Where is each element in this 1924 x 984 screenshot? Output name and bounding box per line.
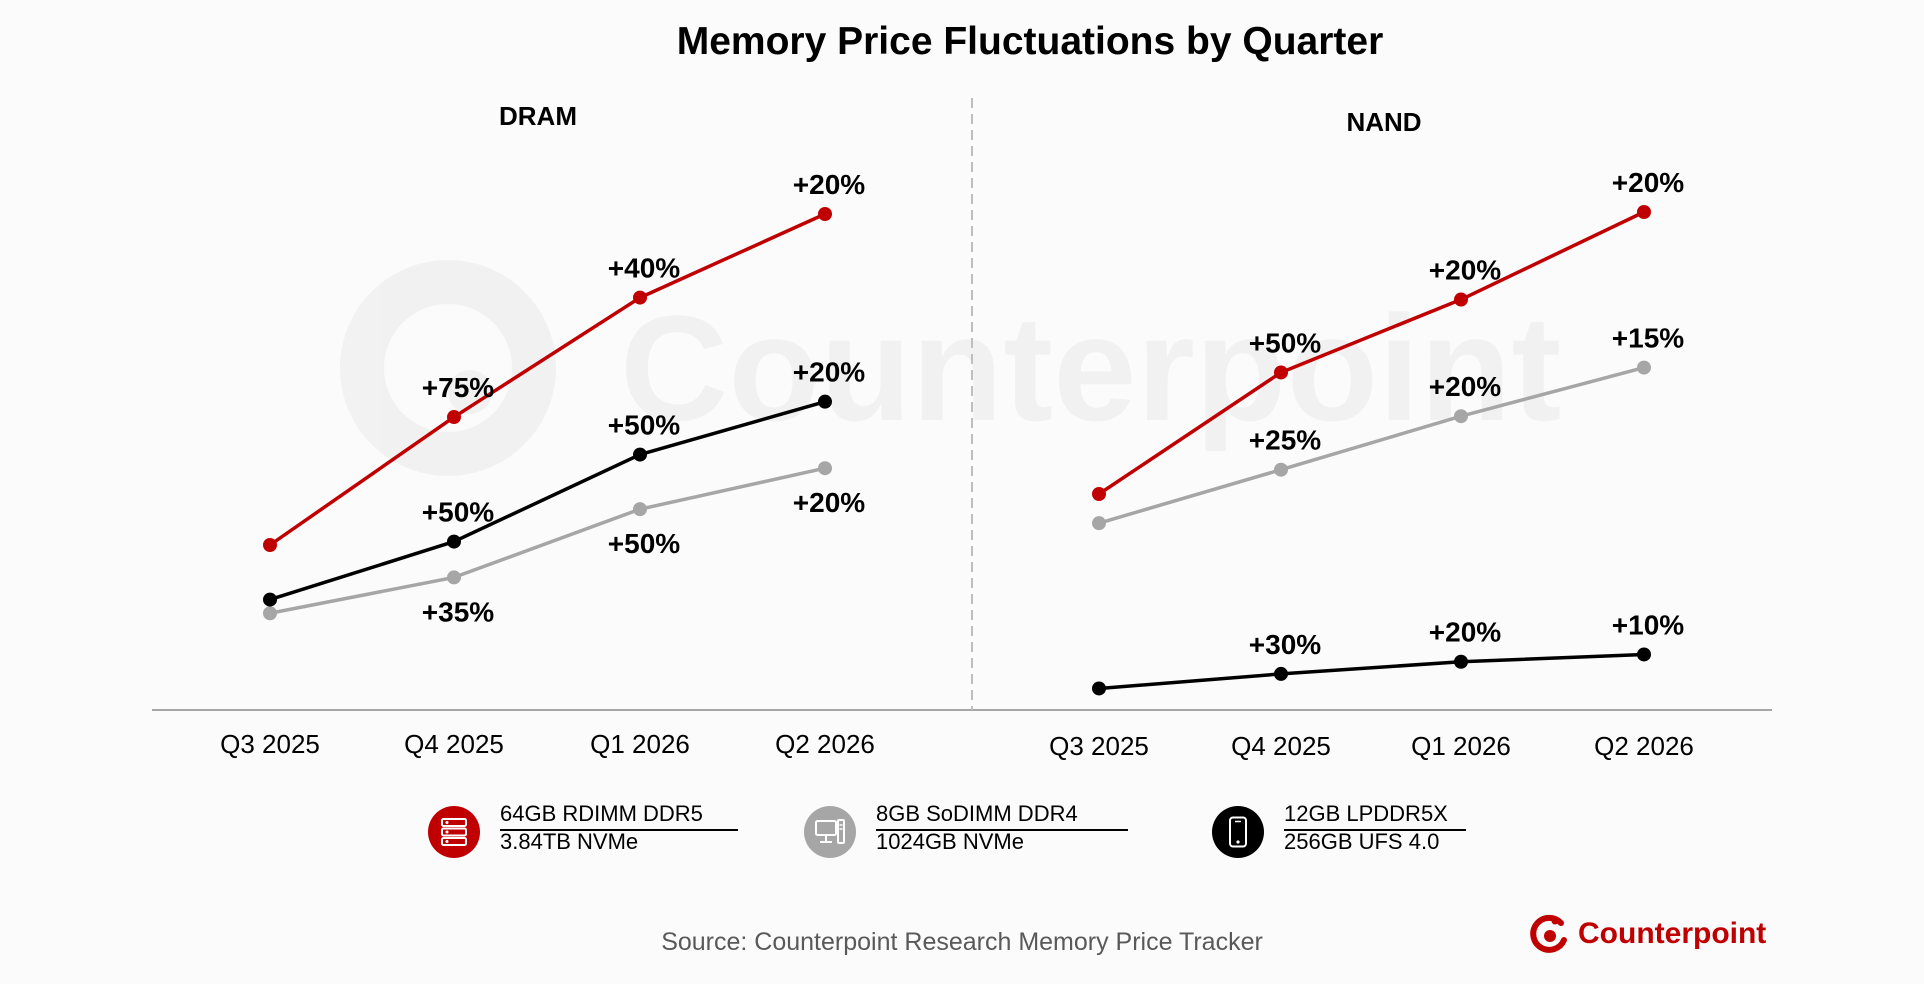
data-label: +50% bbox=[608, 528, 680, 559]
data-point bbox=[1092, 681, 1106, 696]
watermark-logo-icon bbox=[340, 260, 556, 476]
series-line-black bbox=[269, 399, 826, 602]
data-label: +35% bbox=[422, 596, 494, 627]
data-label: +50% bbox=[1249, 327, 1321, 358]
data-label: +50% bbox=[608, 410, 680, 441]
data-label: +50% bbox=[422, 497, 494, 528]
data-point bbox=[1454, 654, 1468, 669]
data-label: +30% bbox=[1249, 629, 1321, 660]
data-point bbox=[818, 394, 832, 409]
legend-label-nand: 3.84TB NVMe bbox=[500, 829, 639, 854]
panel-title: NAND bbox=[1346, 107, 1421, 137]
data-label: +15% bbox=[1612, 323, 1684, 354]
panel-dram: DRAM Q3 2025 Q4 2025 Q1 2026 Q2 2026 +75% +40%… bbox=[220, 101, 875, 759]
data-point bbox=[263, 538, 277, 552]
data-point bbox=[1092, 487, 1106, 501]
desktop-icon bbox=[804, 806, 856, 858]
x-tick-label: Q3 2025 bbox=[1049, 731, 1149, 761]
data-point bbox=[1637, 205, 1651, 219]
legend-divider bbox=[500, 829, 738, 831]
data-point bbox=[447, 570, 461, 585]
series-line-gray bbox=[269, 466, 826, 615]
legend-label-dram: 12GB LPDDR5X bbox=[1284, 801, 1448, 826]
data-label: +20% bbox=[1429, 617, 1501, 648]
x-tick-label: Q3 2025 bbox=[220, 729, 320, 759]
data-label: +20% bbox=[1429, 371, 1501, 402]
legend-label-nand: 256GB UFS 4.0 bbox=[1284, 829, 1440, 854]
smartphone-icon bbox=[1212, 806, 1264, 858]
data-label: +20% bbox=[793, 169, 865, 200]
x-tick-label: Q4 2025 bbox=[1231, 731, 1331, 761]
data-point bbox=[1454, 292, 1468, 307]
x-tick-label: Q2 2026 bbox=[775, 729, 875, 759]
data-point bbox=[1454, 409, 1468, 424]
series-line-red bbox=[1098, 210, 1645, 496]
x-tick-label: Q1 2026 bbox=[1411, 731, 1511, 761]
data-label: +10% bbox=[1612, 609, 1684, 640]
legend-divider bbox=[1284, 829, 1466, 831]
data-point bbox=[263, 592, 277, 607]
legend-divider bbox=[876, 829, 1128, 831]
data-label: +20% bbox=[1612, 167, 1684, 198]
x-tick-label: Q1 2026 bbox=[590, 729, 690, 759]
data-point bbox=[447, 534, 461, 549]
data-point bbox=[1637, 647, 1651, 662]
data-point bbox=[1274, 365, 1288, 380]
data-point bbox=[818, 207, 832, 221]
data-point bbox=[1274, 666, 1288, 681]
series-line-red bbox=[269, 212, 826, 547]
data-point bbox=[1637, 360, 1651, 375]
data-point bbox=[633, 502, 647, 517]
panel-title: DRAM bbox=[499, 101, 577, 131]
data-point bbox=[1092, 516, 1106, 531]
data-point bbox=[1274, 462, 1288, 477]
watermark: Counterpoint bbox=[340, 260, 1561, 476]
data-point bbox=[447, 410, 461, 425]
x-tick-label: Q4 2025 bbox=[404, 729, 504, 759]
legend-label-dram: 64GB RDIMM DDR5 bbox=[500, 801, 703, 826]
data-label: +20% bbox=[1429, 255, 1501, 286]
chart-title: Memory Price Fluctuations by Quarter bbox=[677, 20, 1384, 63]
legend-label-nand: 1024GB NVMe bbox=[876, 829, 1024, 854]
x-tick-label: Q2 2026 bbox=[1594, 731, 1694, 761]
data-label: +75% bbox=[422, 372, 494, 403]
data-label: +20% bbox=[793, 487, 865, 518]
brand-name: Counterpoint bbox=[1578, 917, 1767, 950]
chart-panels: DRAM Q3 2025 Q4 2025 Q1 2026 Q2 2026 +75% +40%… bbox=[220, 101, 1694, 761]
watermark-text: Counterpoint bbox=[620, 284, 1561, 452]
data-point bbox=[633, 290, 647, 305]
data-label: +25% bbox=[1249, 425, 1321, 456]
legend-label-dram: 8GB SoDIMM DDR4 bbox=[876, 801, 1078, 826]
series-line-gray bbox=[1098, 365, 1645, 525]
data-point bbox=[818, 461, 832, 476]
counterpoint-logo-icon bbox=[1530, 914, 1567, 953]
brand-logo: Counterpoint bbox=[1528, 910, 1766, 958]
data-point bbox=[633, 447, 647, 462]
source-note: Source: Counterpoint Research Memory Pri… bbox=[661, 928, 1263, 956]
panel-nand: NAND Q3 2025 Q4 2025 Q1 2026 Q2 2026 +50% +20%… bbox=[1049, 107, 1694, 761]
data-point bbox=[263, 606, 277, 621]
series-line-black bbox=[1098, 652, 1645, 691]
server-icon bbox=[428, 806, 480, 858]
data-label: +20% bbox=[793, 357, 865, 388]
data-label: +40% bbox=[608, 253, 680, 284]
watermark-logo-dot bbox=[448, 370, 492, 414]
